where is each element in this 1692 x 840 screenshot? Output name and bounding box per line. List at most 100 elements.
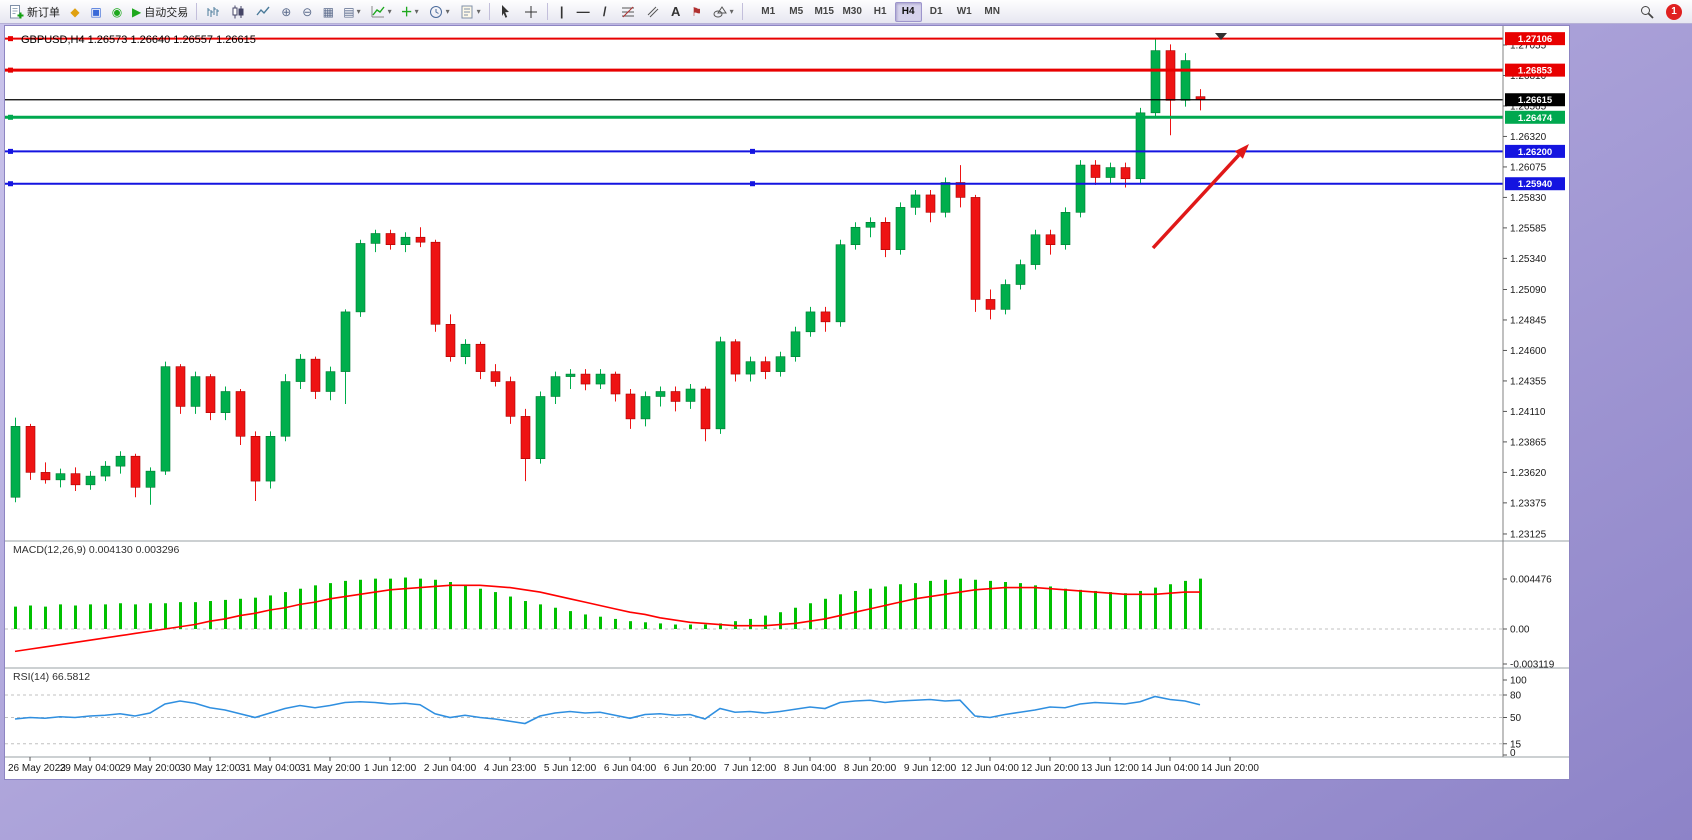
svg-text:1.26615: 1.26615 [1518,95,1553,106]
svg-text:31 May 20:00: 31 May 20:00 [300,763,361,774]
svg-text:-0.003119: -0.003119 [1510,660,1555,671]
tile-windows-button[interactable]: ▦ [318,2,338,22]
svg-text:13 Jun 12:00: 13 Jun 12:00 [1081,763,1139,774]
indicators-button[interactable]: ▾ [366,2,396,22]
svg-text:30 May 12:00: 30 May 12:00 [180,763,241,774]
cascade-windows-icon: ▤ [343,4,355,19]
zoom-out-button[interactable]: ⊖ [297,2,317,22]
cursor-button[interactable] [494,2,518,22]
svg-text:1.27106: 1.27106 [1518,34,1552,45]
clock-icon [428,4,444,20]
profile-button[interactable]: ◆ [65,2,85,22]
svg-text:15: 15 [1510,739,1522,750]
chart-canvas[interactable]: GBPUSD,H4 1.26573 1.26640 1.26557 1.2661… [5,26,1569,779]
zoom-out-icon: ⊖ [302,4,313,19]
svg-text:1.26565: 1.26565 [1510,101,1547,112]
toolbar-separator [741,3,743,20]
market-watch-button[interactable]: ▣ [86,2,106,22]
timeframe-button-m1[interactable]: M1 [755,2,782,22]
timeframe-button-mn[interactable]: MN [979,2,1006,22]
cascade-windows-button[interactable]: ▤ ▾ [339,2,364,22]
channel-icon [645,4,661,20]
template-icon [459,4,475,20]
svg-text:0.00: 0.00 [1510,625,1530,636]
svg-text:1.26853: 1.26853 [1518,66,1552,77]
shapes-button[interactable]: ▾ [708,2,738,22]
flag-icon: ⚑ [691,4,703,19]
horizontal-line-button[interactable]: — [573,2,594,22]
candlestick-chart-button[interactable] [226,2,250,22]
indicators-icon [370,4,386,20]
svg-text:GBPUSD,H4 1.26573 1.26640 1.2: GBPUSD,H4 1.26573 1.26640 1.26557 1.2661… [21,34,256,46]
svg-text:29 May 04:00: 29 May 04:00 [60,763,121,774]
svg-text:1.23865: 1.23865 [1510,437,1547,448]
timeframe-button-h4[interactable]: H4 [894,1,922,22]
label-button[interactable]: ⚑ [687,2,707,22]
text-button[interactable]: A [666,2,686,22]
data-window-button[interactable]: ◉ [107,2,127,22]
timeframe-group: M1 M5 M15 M30 H1 H4 D1 W1 MN [755,1,1006,22]
circle-icon: ◉ [111,4,123,19]
vertical-line-button[interactable]: | [552,2,572,22]
svg-text:1.26200: 1.26200 [1518,147,1552,158]
svg-text:1.24845: 1.24845 [1510,315,1547,326]
timeframe-button-h1[interactable]: H1 [867,2,894,22]
trendline-button[interactable]: / [595,2,615,22]
shapes-icon [712,4,728,20]
horizontal-line-icon: — [576,4,590,19]
svg-text:80: 80 [1510,691,1522,702]
notification-badge[interactable]: 1 [1666,3,1682,20]
toolbar-separator [546,3,548,20]
add-indicator-button[interactable]: ＋ ▾ [397,2,423,22]
svg-text:1.25340: 1.25340 [1510,254,1547,265]
period-button[interactable]: ▾ [424,2,454,22]
trendline-icon: / [602,4,607,19]
timeframe-button-m15[interactable]: M15 [811,2,838,22]
svg-text:1.23375: 1.23375 [1510,498,1547,509]
svg-text:14 Jun 20:00: 14 Jun 20:00 [1201,763,1259,774]
template-button[interactable]: ▾ [455,2,485,22]
svg-text:0: 0 [1510,748,1516,759]
bar-chart-icon [205,4,221,20]
new-order-icon [8,4,24,20]
zoom-in-icon: ⊕ [281,4,292,19]
candlestick-chart-icon [230,4,246,20]
svg-text:1.27055: 1.27055 [1510,41,1547,52]
svg-text:1.23620: 1.23620 [1510,468,1547,479]
auto-trading-label: 自动交易 [144,6,189,19]
auto-trading-button[interactable]: ▶ 自动交易 [128,2,192,22]
fibonacci-button[interactable] [616,2,640,22]
crosshair-button[interactable] [519,2,543,22]
chevron-down-icon: ▾ [729,7,734,16]
svg-text:100: 100 [1510,676,1527,687]
svg-text:1.24600: 1.24600 [1510,346,1547,357]
svg-text:1.25830: 1.25830 [1510,193,1547,204]
svg-text:7 Jun 12:00: 7 Jun 12:00 [724,763,777,774]
svg-text:1.26075: 1.26075 [1510,162,1547,173]
zoom-in-button[interactable]: ⊕ [276,2,296,22]
vertical-line-icon: | [559,4,564,19]
svg-text:RSI(14) 66.5812: RSI(14) 66.5812 [13,671,90,683]
chevron-down-icon: ▾ [387,7,392,16]
timeframe-button-m5[interactable]: M5 [783,2,810,22]
timeframe-button-w1[interactable]: W1 [951,2,978,22]
svg-text:1 Jun 12:00: 1 Jun 12:00 [364,763,417,774]
new-order-button[interactable]: 新订单 [4,2,64,22]
svg-text:1.25940: 1.25940 [1518,179,1552,190]
svg-text:2 Jun 04:00: 2 Jun 04:00 [424,763,477,774]
channel-button[interactable] [641,2,665,22]
tile-windows-icon: ▦ [322,4,334,19]
line-chart-button[interactable] [251,2,275,22]
diamond-icon: ◆ [70,4,80,19]
chevron-down-icon: ▾ [356,7,361,16]
search-button[interactable] [1635,2,1659,22]
svg-text:31 May 04:00: 31 May 04:00 [240,763,301,774]
play-icon: ▶ [132,4,142,19]
timeframe-button-m30[interactable]: M30 [839,2,866,22]
bar-chart-button[interactable] [201,2,225,22]
svg-text:0.004476: 0.004476 [1510,575,1552,586]
svg-text:6 Jun 04:00: 6 Jun 04:00 [604,763,657,774]
svg-text:26 May 2023: 26 May 2023 [8,763,66,774]
timeframe-button-d1[interactable]: D1 [923,2,950,22]
cursor-icon [498,4,514,20]
